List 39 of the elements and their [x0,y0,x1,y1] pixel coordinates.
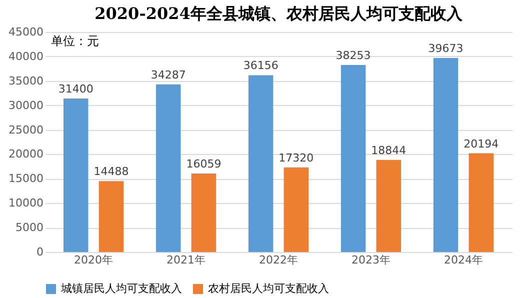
x-tick-label: 2021年 [166,254,206,266]
y-tick-label: 0 [36,246,44,258]
x-tick-label: 2024年 [444,254,483,266]
bar [340,64,366,252]
y-tick-label: 35000 [8,74,44,88]
annotation: 单位：元 [51,34,99,48]
data-label: 34287 [150,68,186,82]
data-label: 17320 [278,151,314,164]
x-tick-label: 2022年 [259,254,298,266]
data-label: 31400 [58,82,94,96]
data-label: 14488 [94,165,129,178]
legend-label: 农村居民人均可支配收入 [208,282,329,295]
y-tick-label: 45000 [8,26,44,38]
bar [284,167,309,252]
y-tick-label: 5000 [16,221,44,234]
data-label: 38253 [336,48,371,62]
data-label: 16059 [186,157,222,170]
x-tick-label: 2023年 [351,254,390,266]
y-tick-label: 40000 [8,50,44,63]
bar [98,181,124,252]
bar [468,153,494,252]
legend-label: 城镇居民人均可支配收入 [60,282,182,295]
y-tick-label: 15000 [8,172,44,186]
x-tick-label: 2020年 [74,254,114,266]
bar [191,173,216,252]
bar [376,160,402,252]
bar [433,58,458,252]
data-label: 18844 [371,144,406,157]
data-label: 36156 [243,59,278,72]
data-label: 20194 [464,137,499,150]
bar [248,75,274,252]
y-tick-label: 10000 [8,196,44,210]
chart-title: 2020-2024年全县城镇、农村居民人均可支配收入 [94,4,464,23]
bar [63,98,88,252]
y-tick-label: 30000 [8,98,44,112]
y-tick-label: 25000 [8,123,44,136]
data-label: 39673 [428,42,464,56]
bar [156,84,181,252]
y-tick-label: 20000 [8,148,44,161]
